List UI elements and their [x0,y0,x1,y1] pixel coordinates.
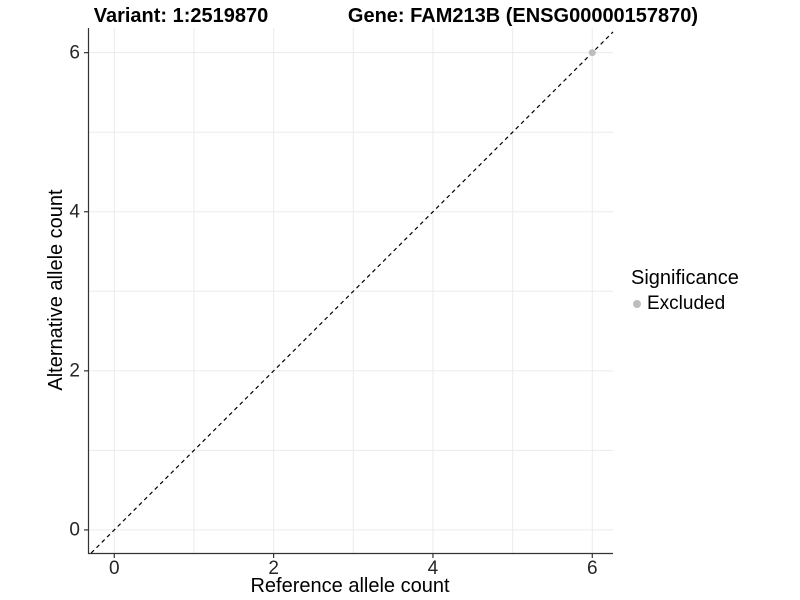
y-axis-title: Alternative allele count [45,189,67,391]
x-tick-label: 6 [586,558,598,579]
x-tick-label: 2 [268,558,279,579]
y-tick-label: 4 [69,201,80,223]
excluded-point-icon [633,300,641,308]
legend-entry-label: Excluded [647,293,726,314]
variant-title: Variant: 1:2519870 [93,5,269,27]
legend: Significance Excluded [631,267,739,315]
gene-title: Gene: FAM213B (ENSG00000157870) [347,5,699,27]
y-tick-label: 2 [69,360,80,382]
legend-entry-excluded: Excluded [631,293,739,315]
x-tick-label: 4 [427,558,439,579]
x-tick-label: 0 [108,558,120,579]
identity-line [90,31,614,554]
legend-title: Significance [631,267,739,289]
y-tick-label: 6 [69,42,80,64]
y-tick-label: 0 [69,519,80,541]
x-axis-title: Reference allele count [250,575,450,597]
data-point [588,49,596,57]
